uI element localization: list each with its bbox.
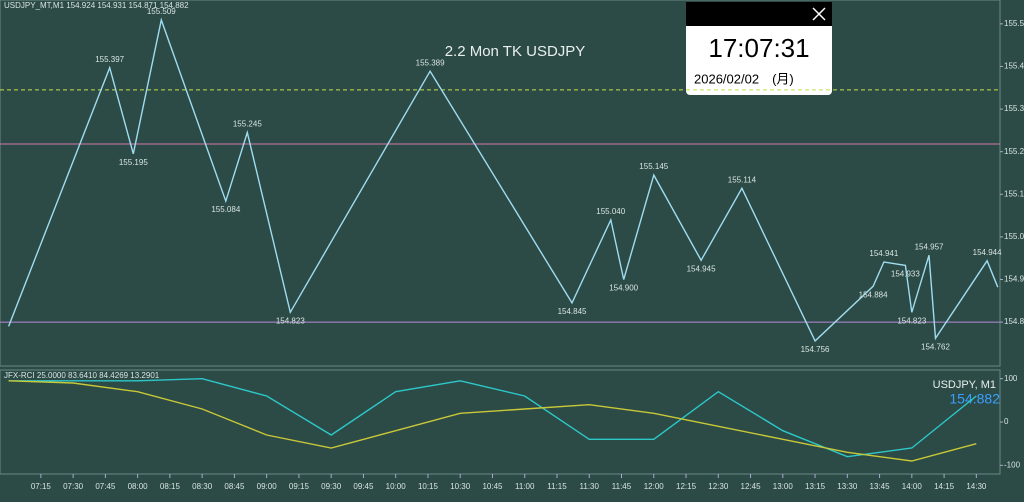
- x-tick-label: 07:30: [63, 482, 84, 491]
- oscillator-panel: [0, 369, 1001, 475]
- x-tick-label: 11:00: [515, 482, 535, 491]
- y-tick-label: 155.200: [1004, 147, 1024, 156]
- x-tick-label: 12:15: [676, 482, 697, 491]
- y-tick-label: 155.500: [1004, 19, 1024, 28]
- y-tick-label: 155.300: [1004, 104, 1024, 113]
- close-icon[interactable]: [812, 7, 826, 21]
- value-label: 154.762: [921, 342, 950, 351]
- value-label: 154.941: [869, 249, 898, 258]
- value-label: 154.945: [687, 264, 716, 273]
- value-label: 155.195: [119, 158, 148, 167]
- x-tick-label: 08:45: [224, 482, 245, 491]
- x-tick-label: 12:30: [708, 482, 729, 491]
- series-line: [8, 380, 977, 462]
- clock-date: 2026/02/02 (月): [694, 71, 794, 86]
- y-tick-label: 155.000: [1004, 232, 1024, 241]
- value-label: 154.944: [973, 248, 1002, 257]
- series-line: [7, 17, 999, 343]
- x-tick-label: 12:45: [741, 482, 762, 491]
- x-tick-label: 13:45: [870, 482, 891, 491]
- series-line: [8, 377, 977, 458]
- x-tick-label: 11:30: [580, 482, 600, 491]
- clock-titlebar: [686, 2, 832, 26]
- x-tick-label: 14:30: [966, 482, 987, 491]
- value-label: 155.245: [233, 120, 262, 129]
- y-tick-label: 155.100: [1004, 189, 1024, 198]
- x-tick-label: 13:00: [773, 482, 794, 491]
- y-tick-label: 154.800: [1004, 317, 1024, 326]
- symbol: USDJPY, M1: [933, 379, 996, 391]
- x-tick-label: 09:30: [321, 482, 342, 491]
- y-tick-label: 100: [1004, 374, 1018, 383]
- x-tick-label: 10:15: [418, 482, 439, 491]
- price-panel: [0, 0, 1001, 367]
- value-label: 154.957: [915, 242, 944, 251]
- x-tick-label: 08:15: [160, 482, 181, 491]
- clock-time: 17:07:31: [708, 33, 809, 63]
- x-tick-label: 13:15: [805, 482, 826, 491]
- header: USDJPY_MT,M1 154.924 154.931 154.871 154…: [4, 1, 189, 10]
- value-label: 155.397: [95, 55, 124, 64]
- x-tick-label: 10:00: [386, 482, 407, 491]
- osc-title: JFX-RCI 25.0000 83.6410 84.4269 13.2901: [4, 371, 160, 380]
- value-label: 155.040: [596, 207, 625, 216]
- value-label: 155.389: [416, 58, 445, 67]
- x-tick-label: 09:00: [257, 482, 278, 491]
- x-tick-label: 11:15: [547, 482, 567, 491]
- value-label: 155.084: [211, 205, 240, 214]
- value-label: 154.845: [558, 307, 587, 316]
- x-tick-label: 12:00: [644, 482, 665, 491]
- chart-title: 2.2 Mon TK USDJPY: [445, 43, 586, 60]
- x-tick-label: 08:30: [192, 482, 213, 491]
- x-tick-label: 10:30: [450, 482, 471, 491]
- y-tick-label: 0: [1004, 417, 1009, 426]
- x-tick-label: 11:45: [612, 482, 632, 491]
- x-tick-label: 14:00: [902, 482, 923, 491]
- x-tick-label: 07:45: [95, 482, 116, 491]
- value-label: 154.823: [276, 316, 305, 325]
- value-label: 154.933: [891, 270, 920, 279]
- value-label: 154.756: [801, 345, 830, 354]
- value-label: 154.900: [609, 284, 638, 293]
- last-price: 154.882: [949, 391, 1000, 407]
- value-label: 154.823: [897, 316, 926, 325]
- value-label: 155.114: [728, 175, 757, 184]
- value-label: 154.884: [859, 290, 888, 299]
- x-tick-label: 13:30: [837, 482, 858, 491]
- y-tick-label: -100: [1004, 460, 1021, 469]
- value-label: 155.509: [147, 7, 176, 16]
- y-tick-label: 155.400: [1004, 62, 1024, 71]
- y-tick-label: 154.900: [1004, 275, 1024, 284]
- value-label: 155.145: [639, 162, 668, 171]
- x-tick-label: 07:15: [31, 482, 52, 491]
- x-tick-label: 09:15: [289, 482, 310, 491]
- x-tick-label: 14:15: [934, 482, 955, 491]
- x-tick-label: 10:45: [482, 482, 503, 491]
- x-tick-label: 09:45: [353, 482, 374, 491]
- clock-window: 17:07:31 2026/02/02 (月): [686, 2, 832, 95]
- x-tick-label: 08:00: [128, 482, 149, 491]
